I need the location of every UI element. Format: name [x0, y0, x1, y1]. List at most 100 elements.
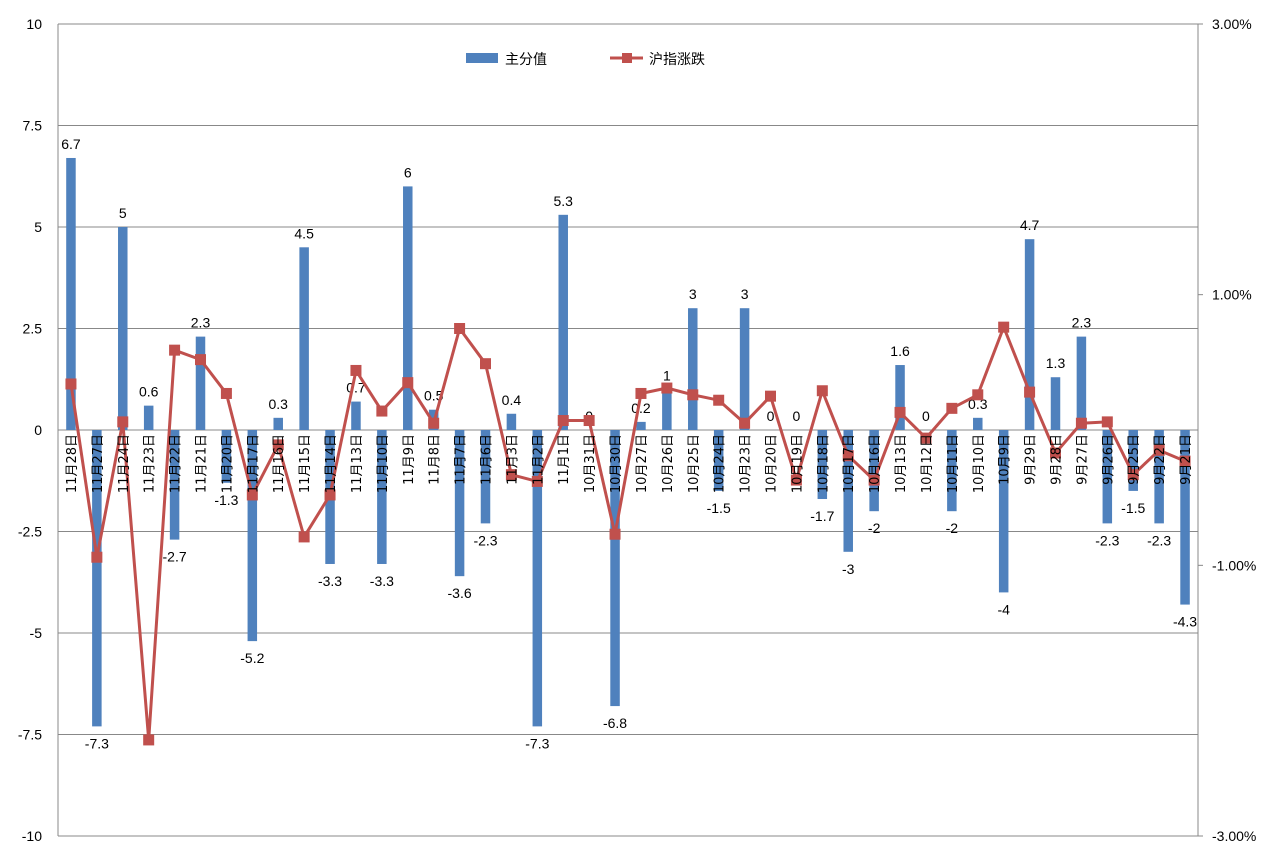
- left-tick-label: -2.5: [18, 524, 42, 540]
- category-label: 10月19日: [790, 434, 805, 493]
- category-label: 9月22日: [1153, 434, 1168, 485]
- category-label: 11月28日: [65, 434, 80, 493]
- bar-data-label: -7.3: [85, 735, 109, 751]
- right-tick-label: -1.00%: [1212, 557, 1256, 573]
- bar-data-label: -6.8: [603, 715, 627, 731]
- right-tick-label: 1.00%: [1212, 287, 1252, 303]
- bar: [739, 308, 750, 430]
- category-label: 11月3日: [505, 434, 520, 485]
- bar: [817, 430, 828, 500]
- line-marker: [1024, 386, 1036, 398]
- bar: [66, 157, 76, 431]
- bar-data-label: 3: [741, 286, 749, 302]
- line-marker: [998, 321, 1010, 333]
- legend-swatch-marker: [622, 53, 632, 63]
- line-marker: [1127, 469, 1139, 481]
- bar-data-label: -2.3: [1147, 532, 1171, 548]
- bar: [1128, 430, 1138, 491]
- bar-data-labels: 6.7-7.350.6-2.72.3-1.3-5.20.34.5-3.30.7-…: [61, 136, 1197, 751]
- legend-label-line: 沪指涨跌: [649, 52, 705, 68]
- line-marker: [272, 439, 284, 451]
- line-marker: [1179, 455, 1191, 467]
- bar: [403, 186, 413, 430]
- bar-data-label: 0: [922, 408, 930, 424]
- category-label: 10月31日: [583, 434, 598, 493]
- bar: [169, 430, 180, 540]
- category-label: 10月23日: [739, 434, 754, 493]
- bar-data-label: 0.3: [268, 396, 288, 412]
- left-tick-label: -5: [30, 625, 43, 641]
- category-label: 10月17日: [842, 434, 857, 493]
- category-label: 11月9日: [402, 434, 417, 485]
- bar: [299, 247, 309, 430]
- bar-data-label: -7.3: [525, 735, 549, 751]
- line-marker: [842, 450, 854, 462]
- left-tick-label: 10: [26, 16, 42, 32]
- bar-data-label: -1.5: [707, 500, 731, 516]
- line-path: [69, 325, 1186, 742]
- legend-label-bar: 主分值: [505, 52, 547, 68]
- bar-data-label: -1.5: [1121, 500, 1145, 516]
- line-marker: [324, 489, 336, 501]
- category-labels: 11月28日 11月27日 11月24日 11月23日 11月22日 11月21日 11月2…: [65, 434, 1194, 493]
- bar-data-label: 6.7: [61, 136, 81, 152]
- bar: [895, 365, 905, 430]
- bar-data-label: -1.3: [214, 492, 238, 508]
- line-marker: [1101, 416, 1113, 428]
- line-marker: [480, 358, 491, 370]
- category-label: 10月11日: [946, 434, 961, 493]
- bar-data-label: 1: [663, 367, 671, 383]
- bar: [947, 430, 957, 512]
- bar: [1076, 336, 1087, 430]
- category-label: 10月13日: [894, 434, 909, 493]
- category-label: 11月2日: [531, 434, 546, 485]
- bar: [454, 430, 465, 577]
- category-label: 9月21日: [1179, 434, 1194, 485]
- left-tick-label: -7.5: [18, 727, 42, 743]
- bar: [636, 421, 646, 430]
- category-label: 9月28日: [1050, 434, 1065, 485]
- line-marker: [376, 405, 388, 417]
- category-label: 9月27日: [1075, 434, 1090, 485]
- category-label: 10月20日: [765, 434, 780, 493]
- legend: 主分值 沪指涨跌: [466, 52, 705, 68]
- bar: [973, 417, 983, 430]
- line-marker: [868, 474, 880, 486]
- bar: [1102, 430, 1113, 524]
- line-marker: [557, 415, 569, 427]
- right-tick-label: -3.00%: [1212, 828, 1256, 844]
- category-label: 11月20日: [220, 434, 235, 493]
- bar: [610, 430, 620, 707]
- bar-data-label: -2: [946, 520, 959, 536]
- bar: [92, 430, 102, 727]
- category-label: 10月27日: [635, 434, 650, 493]
- category-label: 11月6日: [480, 434, 495, 485]
- line-marker: [454, 323, 466, 334]
- bar: [377, 430, 387, 564]
- line-marker: [583, 415, 595, 427]
- category-label: 11月24日: [117, 434, 132, 493]
- bar-data-label: -2.3: [473, 532, 497, 548]
- line-marker: [739, 417, 751, 429]
- bar-data-label: 1.6: [890, 343, 910, 359]
- bar-data-label: 2.3: [1072, 315, 1092, 331]
- category-label: 9月26日: [1101, 434, 1116, 485]
- bar: [1180, 430, 1190, 605]
- line-marker: [1075, 417, 1087, 429]
- line-marker: [143, 734, 155, 746]
- line-marker: [946, 402, 958, 414]
- line-series: [65, 321, 1191, 746]
- category-label: 11月23日: [143, 434, 158, 493]
- category-label: 11月8日: [428, 434, 443, 485]
- bar: [688, 308, 698, 430]
- category-label: 11月13日: [350, 434, 365, 493]
- category-label: 9月29日: [1024, 434, 1039, 485]
- bar: [506, 413, 517, 430]
- bar: [247, 430, 258, 642]
- bar-series: [66, 157, 1190, 727]
- bar-data-label: 4.7: [1020, 217, 1040, 233]
- bar: [351, 401, 361, 430]
- bar-data-label: -2.7: [163, 549, 187, 565]
- right-axis: 3.00% 1.00% -1.00% -3.00%: [1198, 16, 1256, 844]
